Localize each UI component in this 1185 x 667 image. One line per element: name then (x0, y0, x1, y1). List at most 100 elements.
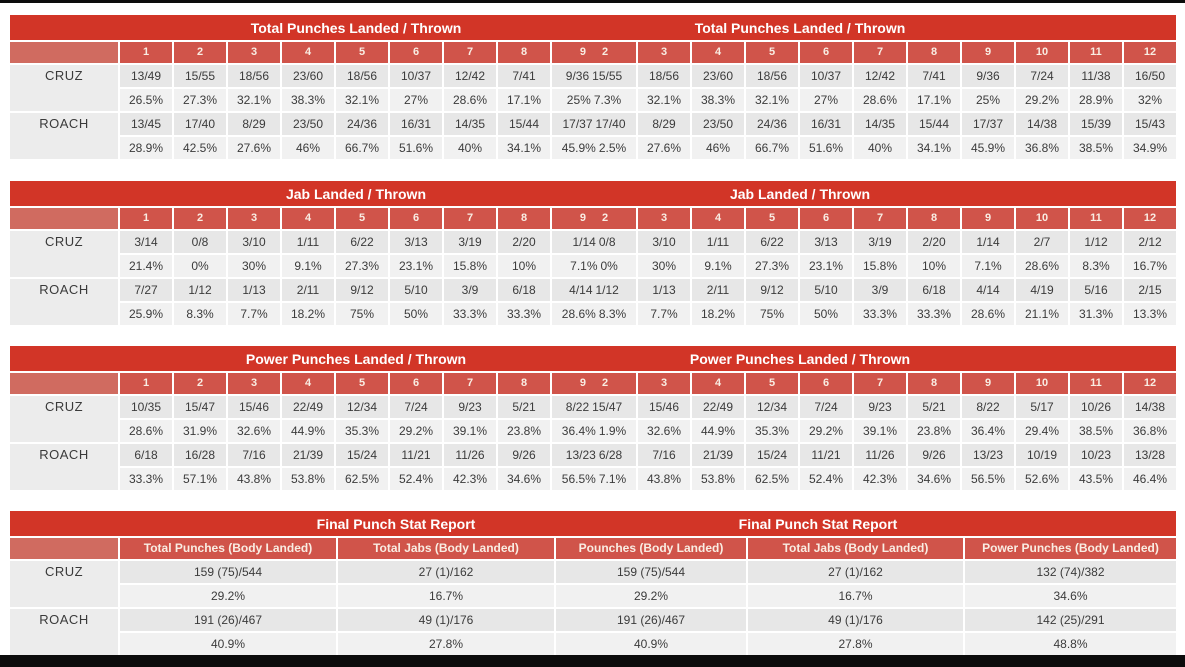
percentage-cell: 29.2% (556, 585, 746, 607)
percentage-cell: 34.6% (908, 468, 960, 490)
percentage-cell: 30% (228, 255, 280, 277)
round-stat-column: 3/13 23.1% (390, 231, 442, 277)
round-stat-column: 3/19 15.8% (854, 231, 906, 277)
round-header-cell: 8 (908, 42, 960, 63)
landed-thrown-cell: 23/50 (692, 113, 744, 135)
percentage-cell: 15.8% (854, 255, 906, 277)
percentage-cell: 32.1% (228, 89, 280, 111)
landed-thrown-cell: 15/47 (174, 396, 226, 418)
final-column-header: Power Punches (Body Landed) (965, 538, 1176, 559)
round-stat-column: 18/56 32.1% (746, 65, 798, 111)
landed-thrown-cell: 3/13 (390, 231, 442, 253)
bottom-border-bar (0, 655, 1185, 667)
landed-thrown-cell: 14/38 (1124, 396, 1176, 418)
final-header-row: Total Punches (Body Landed) Total Jabs (B… (10, 538, 1176, 559)
final-column-header: Total Jabs (Body Landed) (748, 538, 963, 559)
round-stat-column: 11/38 28.9% (1070, 65, 1122, 111)
percentage-cell: 57.1% (174, 468, 226, 490)
landed-thrown-cell: 2/7 (1016, 231, 1068, 253)
landed-thrown-cell: 11/38 (1070, 65, 1122, 87)
landed-thrown-cell: 3/13 (800, 231, 852, 253)
round-stat-column: 23/50 46% (692, 113, 744, 159)
landed-thrown-cell: 3/19 (444, 231, 496, 253)
percentage-cell: 27.8% (338, 633, 554, 655)
round-stat-column: 5/10 50% (390, 279, 442, 325)
percentage-cell: 51.6% (390, 137, 442, 159)
round-stat-column: 23/60 38.3% (282, 65, 334, 111)
landed-thrown-cell: 15/39 (1070, 113, 1122, 135)
round-stat-column: 8/29 27.6% (228, 113, 280, 159)
percentage-cell: 36.8% (1016, 137, 1068, 159)
landed-thrown-cell: 12/34 (746, 396, 798, 418)
round-header-cell: 8 (498, 42, 550, 63)
round-stat-column: 12/42 28.6% (444, 65, 496, 111)
landed-thrown-cell: 49 (1)/176 (338, 609, 554, 631)
percentage-cell: 39.1% (444, 420, 496, 442)
round-header-cell: 7 (444, 42, 496, 63)
round-stat-column: 9/26 34.6% (498, 444, 550, 490)
percentage-cell: 40.9% (120, 633, 336, 655)
percentage-cell: 33.3% (908, 303, 960, 325)
percentage-cell: 23.1% (390, 255, 442, 277)
round-header-cell: 4 (282, 208, 334, 229)
landed-thrown-cell: 16/50 (1124, 65, 1176, 87)
landed-thrown-cell: 1/11 (282, 231, 334, 253)
seam-value-left: 17/37 (562, 117, 593, 131)
landed-thrown-cell: 4/14 (962, 279, 1014, 301)
round-stat-column: 3/13 23.1% (800, 231, 852, 277)
percentage-cell: 29.2% (800, 420, 852, 442)
final-report-table: Final Punch Stat Report Final Punch Stat… (10, 511, 1176, 657)
landed-thrown-cell: 10/26 (1070, 396, 1122, 418)
round-header-cell: 3 (638, 208, 690, 229)
round-stat-column: 14/38 36.8% (1016, 113, 1068, 159)
percentage-cell: 28.6% (962, 303, 1014, 325)
fighter-row: ROACH 13/45 28.9% 17/40 42.5% 8/29 27.6% 23/50 4… (10, 113, 1176, 159)
round-stat-column: 15/44 34.1% (908, 113, 960, 159)
percentage-cell: 56.5% (962, 468, 1014, 490)
round-header-cell: 12 (1124, 42, 1176, 63)
percentage-cell: 29.2% (1016, 89, 1068, 111)
landed-thrown-cell: 1/14 (962, 231, 1014, 253)
round-stat-column: 10/37 27% (800, 65, 852, 111)
round-stat-column: 6/18 33.3% (498, 279, 550, 325)
landed-thrown-cell: 1/13 (228, 279, 280, 301)
round-header-cell: 8 (908, 373, 960, 394)
landed-thrown-cell: 0/8 (174, 231, 226, 253)
percentage-cell: 10% (498, 255, 550, 277)
seam-value-right: 17/40 (595, 117, 626, 131)
round-header-cell: 4 (692, 373, 744, 394)
round-stat-column: 9/23 39.1% (444, 396, 496, 442)
landed-thrown-cell: 2/12 (1124, 231, 1176, 253)
landed-thrown-cell: 6/22 (336, 231, 388, 253)
percentage-cell: 33.3% (498, 303, 550, 325)
percentage-cell: 36.4% (962, 420, 1014, 442)
landed-thrown-cell: 9/36 (962, 65, 1014, 87)
round-stat-column: 3/19 15.8% (444, 231, 496, 277)
final-column-header: Total Jabs (Body Landed) (338, 538, 554, 559)
table-title-right: Power Punches Landed / Thrown (689, 351, 911, 367)
landed-thrown-cell: 6/18 (498, 279, 550, 301)
landed-thrown-cell: 10/35 (120, 396, 172, 418)
percentage-cell: 34.1% (908, 137, 960, 159)
landed-thrown-cell: 15/46 (228, 396, 280, 418)
round-header-cell: 4 (282, 373, 334, 394)
percentage-cell: 50% (800, 303, 852, 325)
percentage-cell: 0% (174, 255, 226, 277)
round-stat-column: 15/44 34.1% (498, 113, 550, 159)
round-header-cell: 8 (498, 208, 550, 229)
percentage-cell: 38.5% (1070, 137, 1122, 159)
round-stat-column: 5/17 29.4% (1016, 396, 1068, 442)
landed-thrown-cell: 11/21 (800, 444, 852, 466)
landed-thrown-cell: 7/41 (498, 65, 550, 87)
percentage-cell: 39.1% (854, 420, 906, 442)
final-stat-column: 132 (74)/382 34.6% (965, 561, 1176, 607)
landed-thrown-cell: 14/35 (854, 113, 906, 135)
seam-stat-column: 13/23 6/28 56.5% 7.1% (552, 444, 636, 490)
percentage-cell: 32% (1124, 89, 1176, 111)
landed-thrown-cell: 14/38 (1016, 113, 1068, 135)
seam-pct-right: 7.3% (593, 93, 622, 107)
round-header-cell: 6 (800, 42, 852, 63)
landed-thrown-cell: 11/21 (390, 444, 442, 466)
round-stat-column: 21/39 53.8% (282, 444, 334, 490)
round-stat-column: 16/31 51.6% (800, 113, 852, 159)
